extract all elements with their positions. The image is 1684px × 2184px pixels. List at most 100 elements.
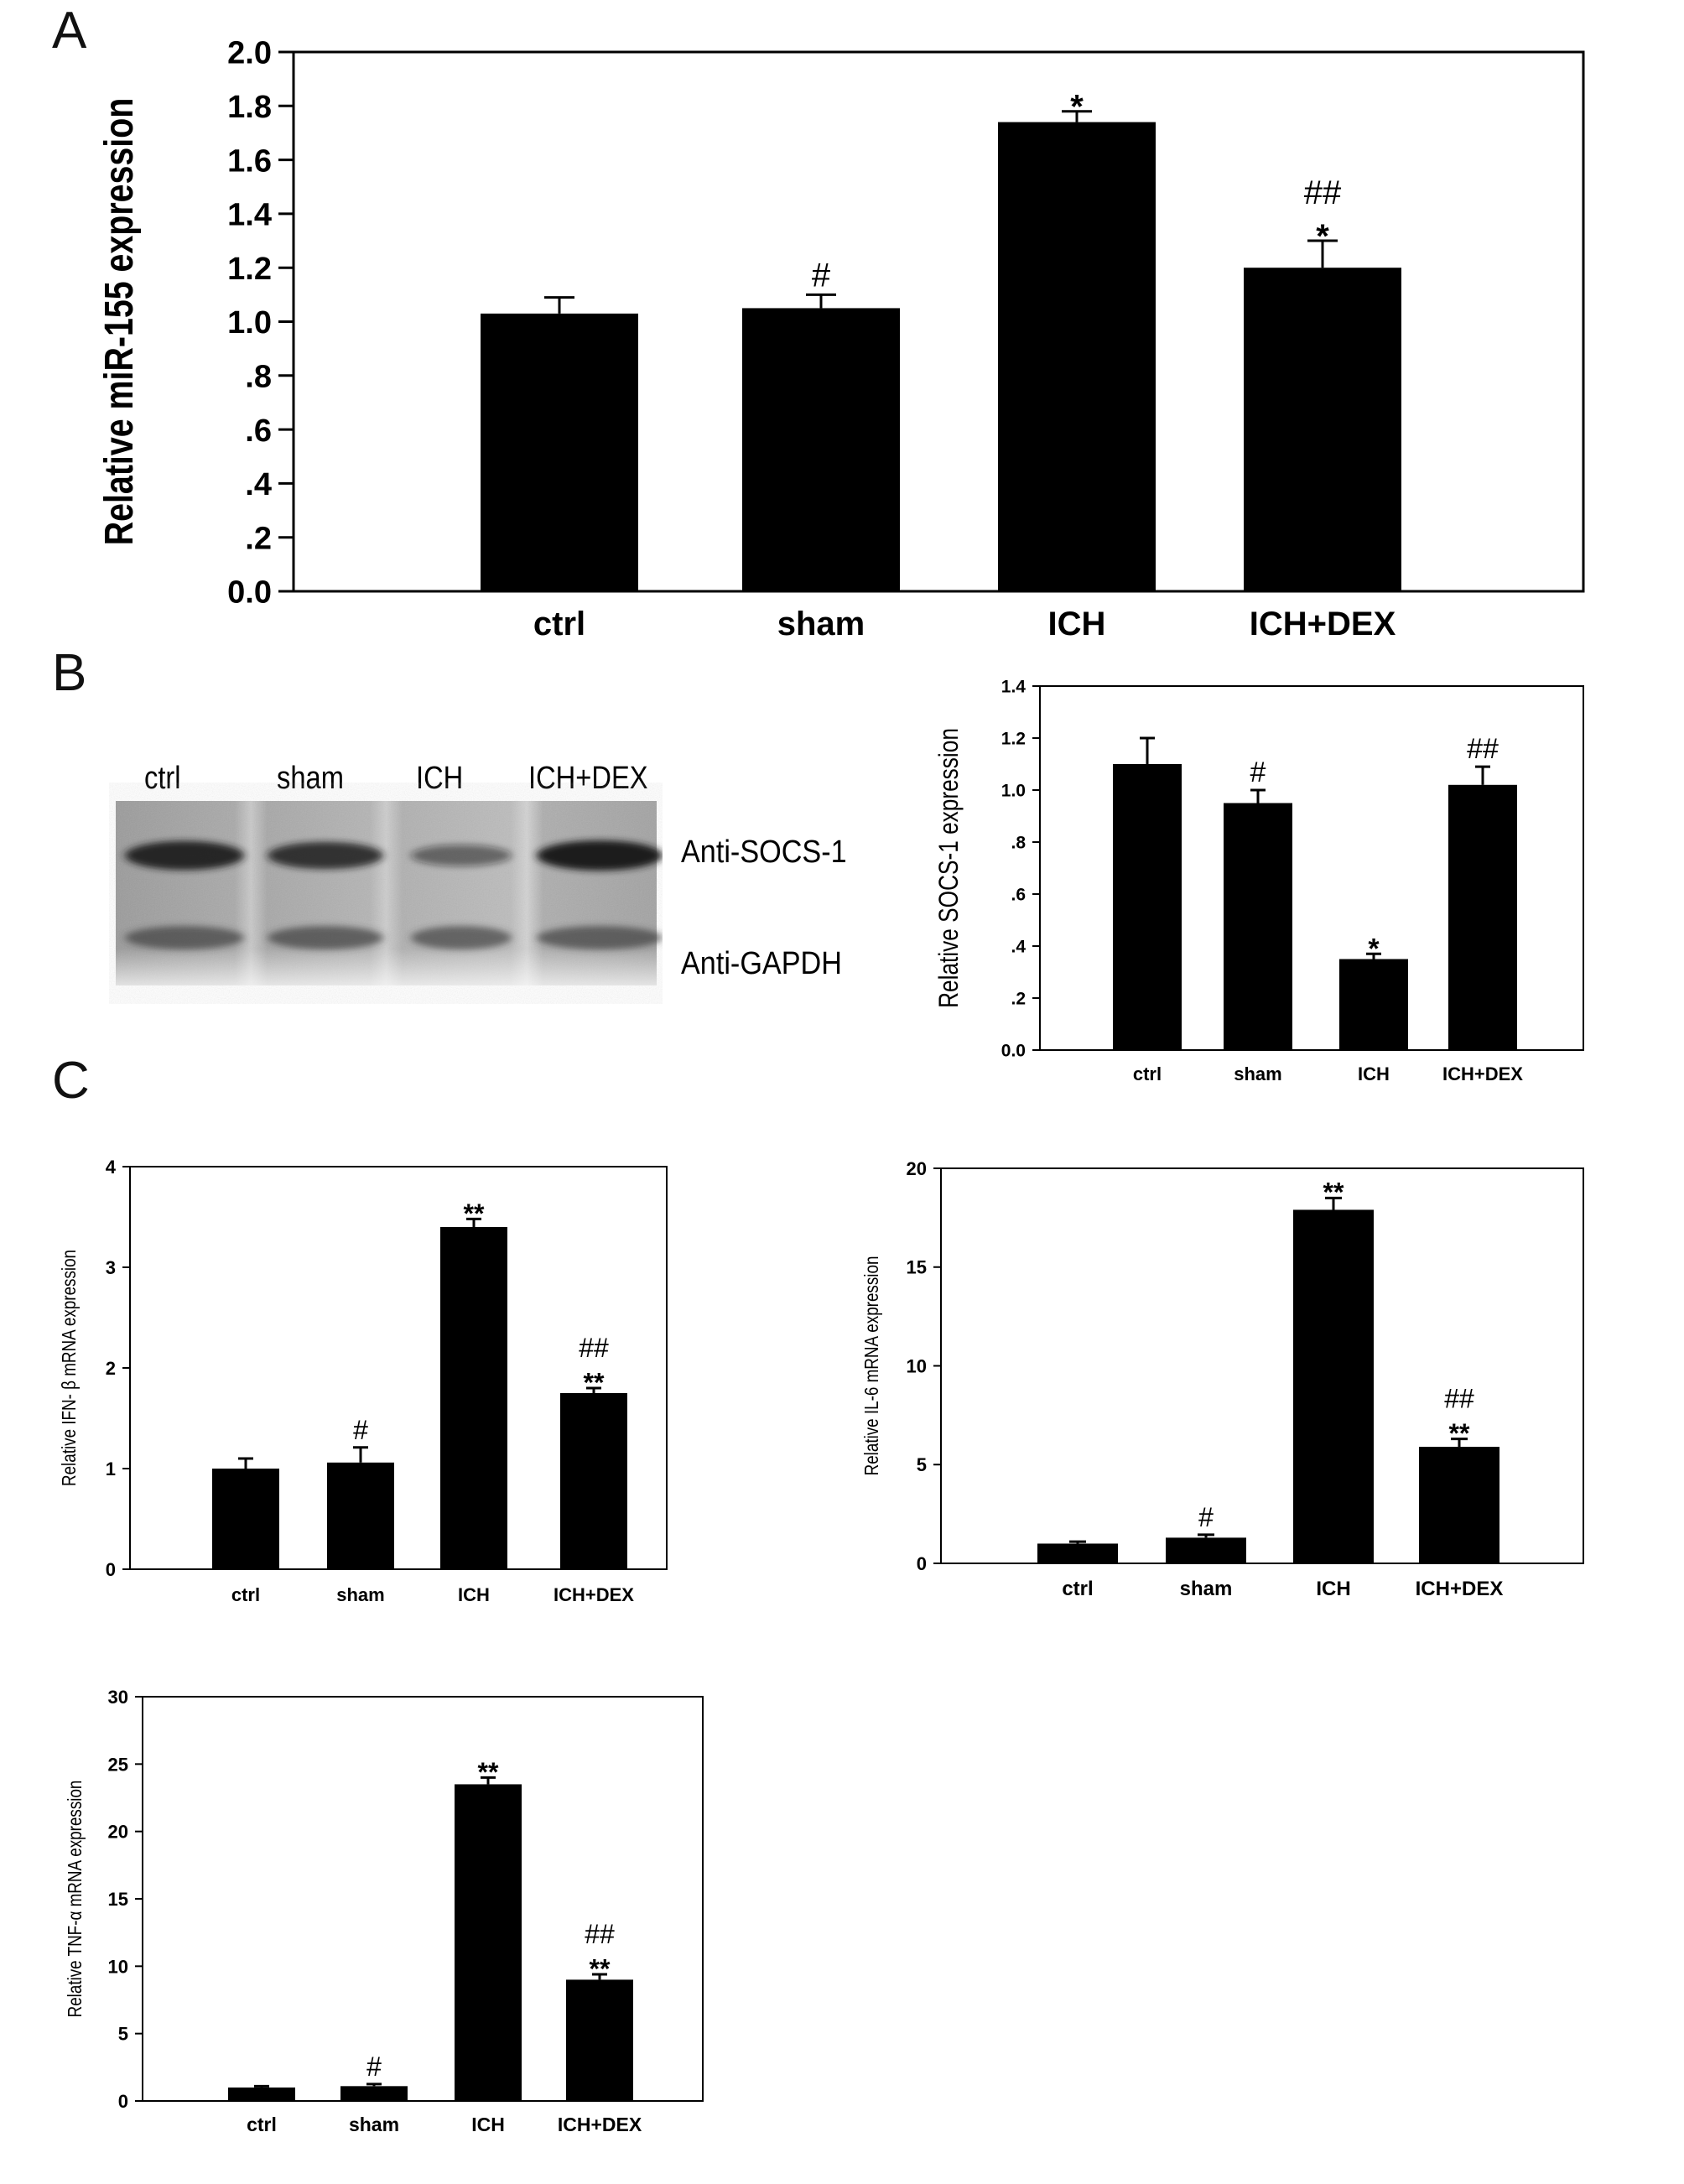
x-category-label: ICH [458,1584,490,1605]
bar-sham [742,308,900,591]
x-category-label: ctrl [533,606,585,642]
western-blot-image [109,751,663,1036]
x-category-label: ctrl [1062,1578,1093,1600]
significance-star: ** [1449,1418,1470,1448]
y-axis-label: Relative IFN- β mRNA expression [59,1250,80,1486]
bar-ich-dex [1448,784,1517,1050]
x-category-label: sham [1180,1578,1233,1600]
significance-star: ** [584,1367,605,1397]
y-tick-label: 0 [118,2091,128,2112]
y-tick-label: 1.2 [1001,730,1026,749]
x-category-label: ICH+DEX [554,1584,634,1605]
x-category-label: sham [349,2114,399,2135]
significance-hash: ## [1467,733,1499,765]
y-tick-label: 15 [108,1889,128,1910]
x-category-label: ICH [1358,1063,1390,1084]
bar-sham [1224,803,1292,1050]
x-category-label: ctrl [1133,1063,1162,1084]
y-tick-label: 0.0 [1001,1042,1026,1061]
significance-hash: ## [579,1333,609,1363]
y-tick-label: 5 [118,2024,128,2045]
x-category-label: ICH+DEX [1442,1063,1523,1084]
y-tick-label: 2.0 [227,36,272,71]
bar-sham [340,2086,408,2101]
y-tick-label: 0.0 [227,575,272,611]
significance-hash: # [366,2051,382,2082]
bar-ich-dex [1244,268,1401,591]
y-tick-label: 1.0 [1001,782,1026,801]
y-tick-label: .2 [1011,990,1026,1009]
y-tick-label: 3 [106,1257,116,1278]
bar-ich [440,1227,507,1569]
y-tick-label: 0 [106,1559,116,1580]
plot-frame [1039,685,1584,1051]
bar-ich-dex [560,1393,627,1569]
x-category-label: sham [1234,1063,1281,1084]
y-tick-label: 5 [917,1454,927,1475]
y-tick-label: 15 [907,1257,927,1278]
bar-ctrl [228,2087,295,2101]
y-tick-label: .6 [1011,886,1026,905]
y-axis-label: Relative IL-6 mRNA expression [861,1256,882,1476]
significance-star: ** [478,1757,499,1787]
x-category-label: ctrl [231,1584,260,1605]
significance-hash: ## [1444,1383,1474,1413]
x-category-label: ICH [471,2114,505,2135]
bar-ctrl [481,313,638,591]
y-tick-label: 1 [106,1459,116,1479]
bar-ctrl [212,1469,279,1569]
blot-lane-label-ich-dex: ICH+DEX [528,761,648,796]
chart-a-mir155: 0.0 .2 .4 .6 .8 1.0 1.2 1.4 1.6 1.8 2.0 ctrl # sham * I… [96,36,1585,642]
y-tick-label: 1.4 [227,198,272,233]
y-tick-label: 2 [106,1358,116,1379]
y-tick-label: .4 [1011,938,1026,957]
y-tick-label: 20 [108,1822,128,1843]
bar-sham [1166,1537,1246,1563]
significance-star: ** [1323,1178,1344,1208]
y-tick-label: 1.0 [227,305,272,341]
bar-ich-dex [566,1979,633,2101]
y-tick-label: 1.4 [1001,678,1027,697]
significance-hash: # [1198,1502,1214,1532]
significance-hash: # [1250,757,1266,788]
y-tick-label: 10 [108,1956,128,1977]
x-category-label: ICH [1316,1578,1350,1600]
significance-hash: ## [585,1919,615,1949]
bar-ich [1293,1209,1374,1563]
significance-star: * [1316,218,1329,255]
panel-label-a: A [52,2,87,60]
y-tick-label: 10 [907,1355,927,1376]
significance-star: ** [464,1199,485,1229]
bar-ich [998,122,1156,592]
y-tick-label: 20 [907,1158,927,1179]
y-tick-label: 1.2 [227,252,272,287]
y-tick-label: 25 [108,1754,128,1775]
bar-ctrl [1037,1543,1118,1563]
bar-ich [455,1784,522,2101]
y-tick-label: .4 [245,467,272,502]
significance-star: ** [590,1953,611,1984]
bar-ich [1339,959,1408,1050]
x-category-label: sham [336,1584,384,1605]
x-category-label: ICH+DEX [1250,606,1396,642]
y-tick-label: .8 [245,359,272,394]
significance-star: * [1070,89,1084,126]
blot-band-label-socs1: Anti-SOCS-1 [681,835,847,870]
blot-band-label-gapdh: Anti-GAPDH [681,946,842,981]
y-tick-label: .2 [245,521,272,556]
y-tick-label: .6 [245,413,272,449]
x-category-label: ICH [1048,606,1106,642]
bar-sham [327,1462,394,1569]
x-category-label: ICH+DEX [558,2114,642,2135]
y-tick-label: 30 [108,1687,128,1708]
y-axis-label: Relative TNF-α mRNA expression [65,1781,86,2018]
blot-lane-label-ich: ICH [416,761,464,796]
chart-b-socs1: 0.0 .2 .4 .6 .8 1.0 1.2 1.4 ctrl # sham * ICH ## ICH+D… [935,678,1584,1084]
significance-star: * [1368,933,1380,965]
x-category-label: sham [777,606,865,642]
x-category-label: ICH+DEX [1416,1578,1504,1600]
bar-ich-dex [1419,1447,1499,1563]
y-tick-label: 4 [106,1157,117,1178]
y-tick-label: 0 [917,1553,927,1574]
